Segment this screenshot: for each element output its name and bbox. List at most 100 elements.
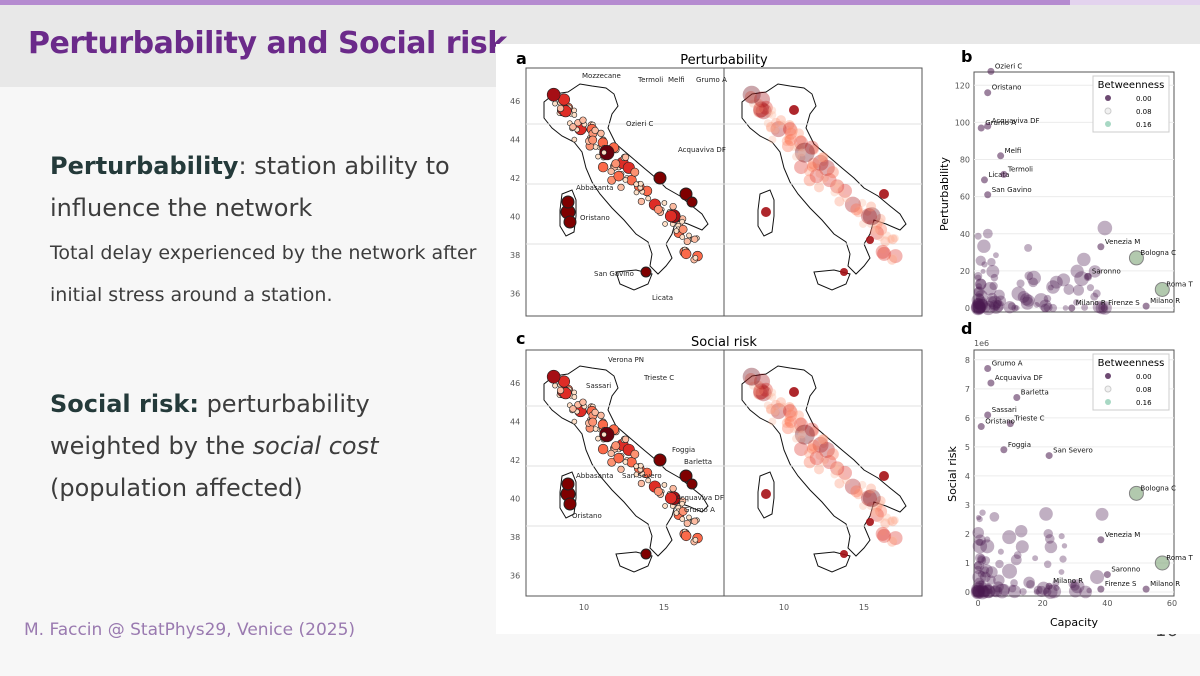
scatter-point: [974, 274, 982, 282]
heat-spot: [807, 157, 820, 170]
figure: a Perturbability b c Social risk d Mozze…: [496, 44, 1200, 634]
heat-spot: [872, 501, 883, 512]
heat-spot: [771, 125, 780, 134]
scatter-point-label: Roma T: [1166, 280, 1193, 288]
heat-spot: [749, 381, 758, 390]
station-dot: [683, 237, 691, 246]
panel-c-letter: c: [516, 329, 525, 348]
heat-spot: [882, 513, 891, 522]
scatter-point-label: San Gavino: [992, 186, 1032, 194]
scatter-point: [1011, 286, 1026, 301]
scatter-point: [1070, 264, 1084, 278]
scatter-point: [1058, 533, 1065, 540]
heat-spot: [784, 134, 795, 145]
heat-spot: [796, 135, 807, 146]
station-dot-high: [640, 266, 652, 278]
heat-spot: [820, 173, 829, 182]
heat-spot: [817, 152, 828, 163]
scatter-point: [980, 268, 986, 274]
scatter-ytick-label: 40: [960, 230, 970, 239]
heat-spot: [804, 140, 819, 155]
scatter-point: [977, 239, 991, 253]
heat-spot: [866, 501, 875, 510]
station-dot: [679, 218, 685, 225]
station-dot: [556, 104, 565, 113]
scatter-point-label: Melfi: [1005, 147, 1022, 155]
scatter-point: [990, 585, 1003, 598]
legend-d-marker: [1105, 399, 1111, 405]
heat-spot: [819, 175, 828, 184]
station-label: Acquaviva DF: [678, 146, 726, 154]
region-outline: [813, 551, 851, 573]
top-accent-bar: [0, 0, 1200, 5]
scatter-point: [974, 232, 982, 240]
scatter-point: [1033, 589, 1040, 595]
scatter-point: [983, 282, 997, 296]
map-ytick-label: 44: [510, 136, 520, 145]
scatter-point: [1047, 284, 1054, 291]
heat-spot: [764, 391, 773, 400]
heat-spot: [744, 372, 757, 385]
scatter-point: [973, 302, 983, 313]
station-dot: [683, 519, 691, 528]
scatter-point-labeled: [1128, 485, 1144, 501]
heat-spot: [844, 478, 861, 495]
scatter-point: [1061, 543, 1068, 549]
scatter-point: [1017, 291, 1030, 303]
heat-spot: [817, 154, 826, 163]
scatter-point-labeled: [984, 365, 992, 373]
heat-spot: [754, 98, 763, 107]
heat-spot: [784, 409, 797, 422]
scatter-point: [974, 287, 984, 297]
heat-spot: [789, 424, 798, 433]
heat-spot-high: [866, 236, 874, 244]
station-label: Ozieri C: [626, 120, 653, 128]
station-dot: [597, 129, 605, 137]
heat-spot: [826, 448, 839, 461]
scatter-point: [972, 300, 986, 314]
heat-spot: [763, 119, 772, 128]
heat-spot: [775, 397, 786, 408]
heat-spot-high: [789, 387, 799, 397]
station-label: Barletta: [684, 458, 712, 466]
heat-spot: [803, 174, 816, 187]
scatter-point: [976, 515, 983, 523]
scatter-point-labeled: [977, 423, 985, 431]
map-ytick-label: 36: [510, 572, 520, 581]
station-dot-high: [679, 187, 693, 201]
scatter-point: [1068, 579, 1077, 589]
scatter-point-label: Acquaviva DF: [992, 117, 1040, 125]
station-dot: [630, 449, 640, 459]
station-label: Abbasanta: [576, 472, 613, 480]
station-label: Acquaviva DF: [676, 494, 724, 502]
scatter-point-label: Foggia: [1008, 441, 1031, 449]
heat-spot: [793, 425, 802, 434]
heat-spot: [818, 434, 829, 445]
station-dot: [662, 503, 668, 509]
scatter-ytick-label: 3: [965, 501, 970, 510]
station-dot: [546, 369, 561, 384]
station-dot: [607, 449, 615, 457]
station-dot: [569, 123, 577, 131]
heat-spot: [753, 103, 764, 114]
region-outline: [813, 269, 851, 291]
scatter-point-label: Milano R: [1150, 297, 1180, 305]
heat-spot: [808, 144, 819, 155]
station-dot: [591, 126, 599, 134]
heat-spot: [872, 503, 881, 512]
heat-spot-high: [866, 518, 874, 526]
heat-spot: [763, 401, 772, 410]
scatter-point-label: Milano R: [1150, 580, 1180, 588]
heat-spot: [768, 417, 777, 426]
perturbability-term: Perturbability: [50, 152, 239, 180]
heat-spot: [836, 187, 845, 196]
scatter-point: [972, 298, 985, 310]
scatter-point: [997, 548, 1004, 555]
station-dot: [621, 435, 630, 443]
social-risk-text-end: (population affected): [50, 474, 303, 502]
scatter-point-label: Milano R: [1053, 577, 1083, 585]
station-dot: [592, 426, 599, 432]
legend-d-value: 0.00: [1136, 373, 1152, 381]
heat-spot: [781, 418, 792, 429]
heat-spot: [784, 120, 795, 131]
